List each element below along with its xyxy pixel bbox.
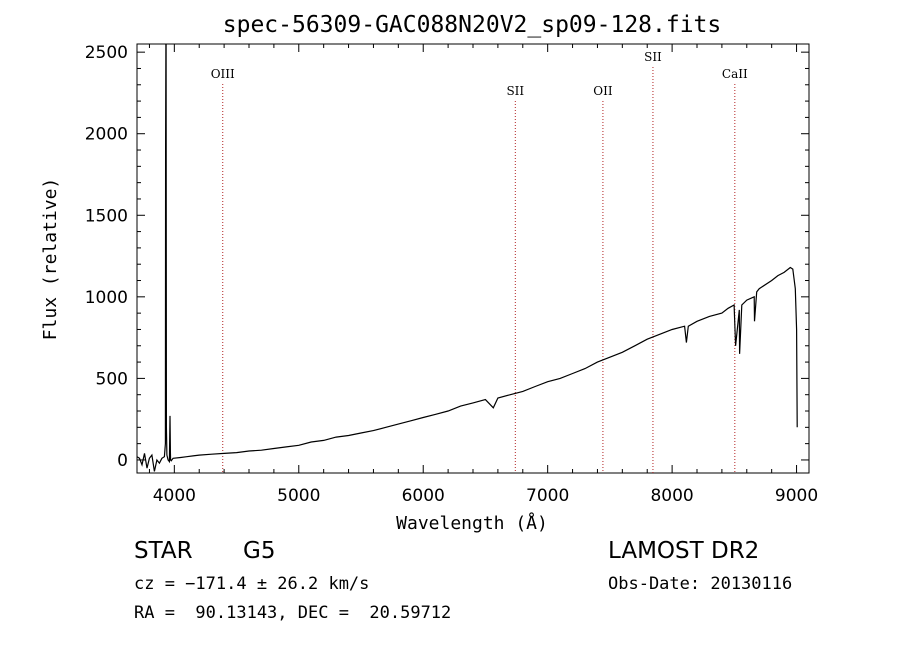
- x-tick-label: 7000: [526, 486, 569, 506]
- line-marker-label: OII: [593, 84, 613, 98]
- line-marker-label: SII: [644, 50, 662, 64]
- plot-frame: [136, 43, 810, 474]
- line-marker-label: SII: [506, 84, 524, 98]
- object-class: STAR: [134, 538, 193, 564]
- x-tick-label: 6000: [402, 486, 445, 506]
- x-tick-label: 8000: [650, 486, 693, 506]
- spectrum-line: [137, 44, 798, 472]
- y-tick-label: 0: [117, 451, 128, 471]
- x-tick-label: 4000: [153, 486, 196, 506]
- x-tick-label: 9000: [775, 486, 818, 506]
- x-tick-label: 5000: [277, 486, 320, 506]
- object-subclass: G5: [243, 538, 276, 564]
- y-tick-label: 2500: [85, 43, 128, 63]
- line-marker-label: OIII: [211, 67, 235, 81]
- y-axis-label: Flux (relative): [40, 178, 61, 341]
- redshift-line: cz = −171.4 ± 26.2 km/s: [134, 574, 370, 594]
- x-axis-label: Wavelength (Å): [396, 512, 548, 534]
- y-tick-label: 500: [96, 369, 128, 389]
- line-marker-label: CaII: [722, 67, 748, 81]
- y-tick-label: 1500: [85, 206, 128, 226]
- obs-date-line: Obs-Date: 20130116: [608, 574, 793, 594]
- chart-title: spec-56309-GAC088N20V2_sp09-128.fits: [223, 12, 722, 38]
- plot-area: 4000 5000 6000 7000 8000 9000 0 500 1000 1500 2000…: [85, 43, 818, 506]
- survey-name: LAMOST DR2: [608, 538, 760, 564]
- y-tick-label: 2000: [85, 125, 128, 145]
- coordinates-line: RA = 90.13143, DEC = 20.59712: [134, 603, 452, 623]
- y-tick-label: 1000: [85, 288, 128, 308]
